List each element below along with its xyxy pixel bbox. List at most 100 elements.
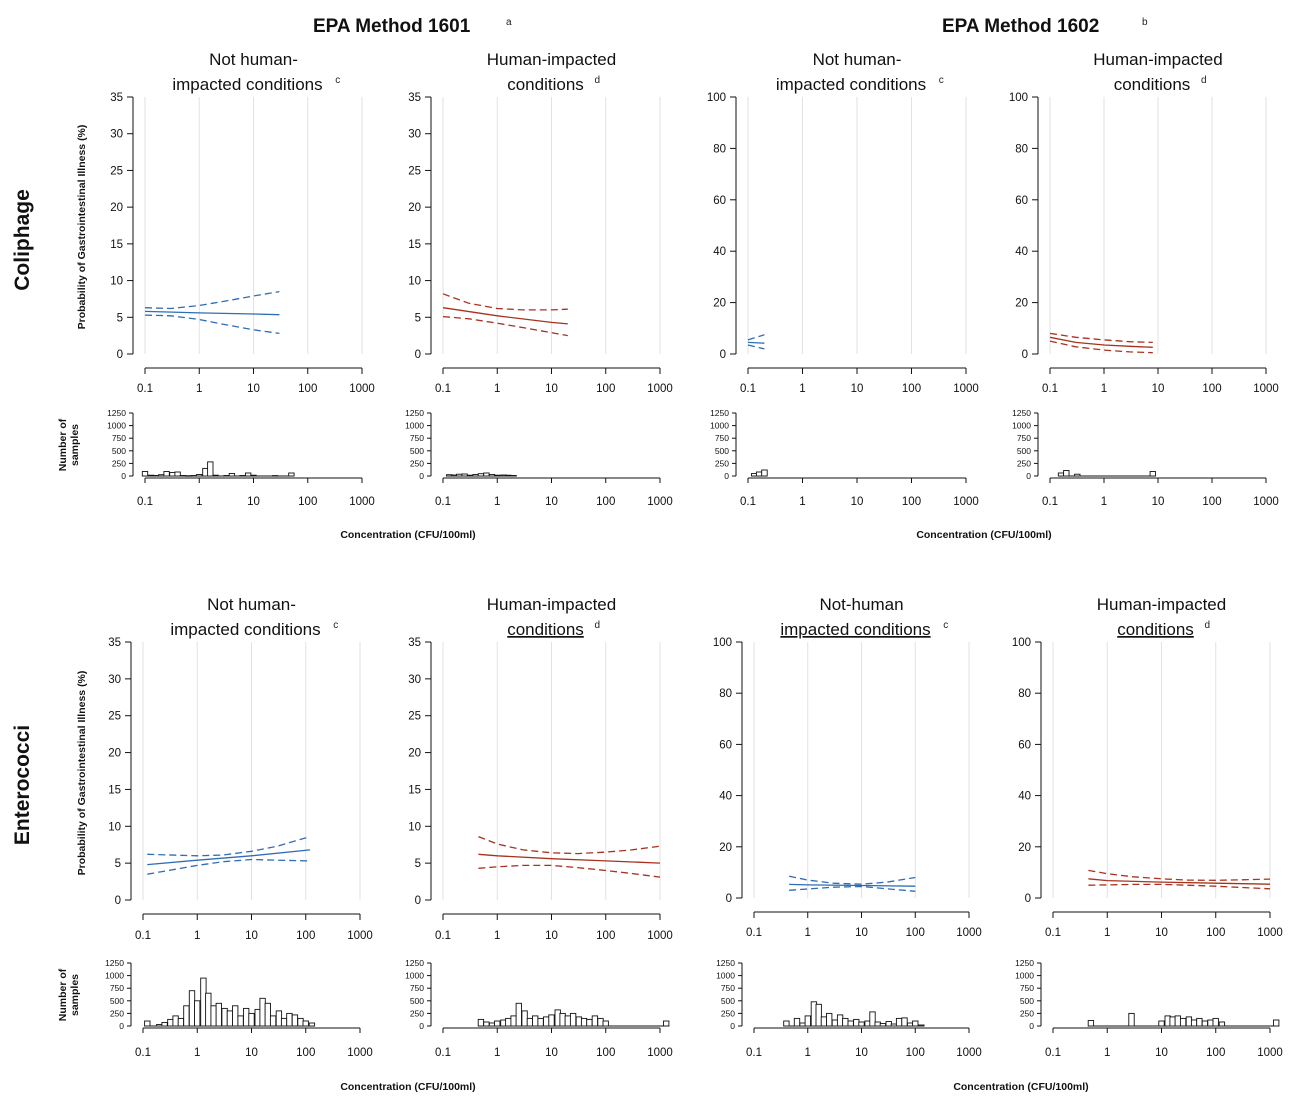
hist-y-tick-label: 250: [410, 1008, 424, 1018]
histogram-bar: [853, 1018, 860, 1027]
histogram-bar: [172, 1015, 179, 1027]
histogram-bar: [248, 1012, 255, 1027]
histogram-bar: [205, 992, 212, 1027]
histogram-bar: [515, 1002, 522, 1027]
histogram-bar: [879, 1023, 887, 1027]
hist-y-tick-label: 1000: [1015, 971, 1034, 981]
y-tick-label: 5: [115, 858, 121, 870]
histogram-bar: [580, 1017, 588, 1027]
panel-title-sup: c: [335, 75, 340, 86]
histogram-bar: [194, 1000, 201, 1027]
hist-y-tick-label: 1250: [1012, 408, 1031, 418]
histogram-bar: [286, 1012, 293, 1027]
hist-x-tick-label: 100: [906, 1047, 925, 1059]
histogram-bar: [842, 1017, 849, 1027]
hist-y-tick-label: 750: [1020, 983, 1034, 993]
y-tick-label: 5: [117, 312, 123, 324]
hist-y-tick-label: 500: [721, 996, 735, 1006]
ci-bound-line: [1088, 883, 1271, 890]
panel-title-line2: impacted conditions: [172, 75, 322, 94]
ci-bound-line: [144, 314, 280, 335]
y-tick-label: 20: [110, 202, 123, 214]
histogram-bar: [291, 1014, 299, 1027]
y-tick-label: 0: [1025, 893, 1031, 905]
hist-x-tick-label: 100: [296, 1047, 315, 1059]
x-tick-label: 10: [851, 383, 864, 395]
hist-x-tick-label: 1000: [956, 1047, 982, 1059]
hist-x-tick-label: 10: [851, 496, 864, 508]
panel-title-sup: d: [1201, 75, 1207, 86]
hist-x-tick-label: 10: [855, 1047, 868, 1059]
y-tick-label: 35: [110, 92, 123, 104]
panel-title-line1: Not human-: [207, 595, 296, 614]
hist-y-tick-label: 750: [110, 983, 124, 993]
histogram-bar: [1185, 1016, 1193, 1027]
y-tick-label: 100: [713, 637, 732, 649]
hist-y-label-bottom-1: Number of: [57, 968, 69, 1021]
hist-x-tick-label: 1000: [647, 1047, 673, 1059]
panel-title-line2: impacted conditions: [170, 620, 320, 639]
histogram-bar: [1169, 1016, 1176, 1027]
hist-x-tick-label: 1: [494, 496, 500, 508]
histogram-bar: [456, 473, 463, 477]
histogram-bar: [1207, 1019, 1214, 1027]
histogram-bar: [548, 1014, 555, 1027]
panel-title-line1: Not human-: [813, 50, 902, 69]
histogram-bar: [207, 461, 214, 477]
hist-y-tick-label: 500: [715, 446, 729, 456]
x-tick-label: 1000: [1253, 383, 1279, 395]
hist-x-tick-label: 1: [494, 1047, 500, 1059]
histogram-bar: [510, 475, 517, 477]
y-tick-label: 0: [1022, 349, 1028, 361]
panel-title-line2: conditions: [507, 620, 584, 639]
hist-y-tick-label: 250: [721, 1008, 735, 1018]
hist-y-tick-label: 750: [715, 433, 729, 443]
y-tick-label: 10: [108, 821, 121, 833]
y-tick-label: 20: [713, 298, 726, 310]
histogram-bar: [874, 1021, 881, 1027]
hist-y-tick-label: 0: [724, 471, 729, 481]
x-tick-label: 100: [296, 930, 315, 942]
histogram-bar: [239, 475, 246, 477]
ci-bound-line: [478, 864, 661, 878]
estimate-line: [1088, 878, 1271, 885]
panel-title-line1: Human-impacted: [1097, 595, 1226, 614]
y-tick-label: 5: [415, 858, 421, 870]
estimate-line: [478, 853, 661, 864]
hist-x-tick-label: 1: [805, 1047, 811, 1059]
histogram-bar: [815, 1003, 822, 1027]
hist-x-tick-label: 0.1: [1042, 496, 1058, 508]
histogram-bar: [1174, 1015, 1181, 1027]
histogram-bar: [783, 1020, 790, 1027]
panel-title-line2: impacted conditions: [780, 620, 930, 639]
y-tick-label: 5: [415, 312, 421, 324]
hist-y-tick-label: 250: [1020, 1008, 1034, 1018]
hist-y-tick-label: 1250: [710, 408, 729, 418]
histogram-bar: [185, 475, 192, 477]
x-tick-label: 0.1: [435, 383, 451, 395]
histogram-bar: [526, 1017, 534, 1027]
x-tick-label: 1: [196, 383, 202, 395]
panel-title-line2: conditions: [507, 75, 584, 94]
histogram-bar: [543, 1016, 550, 1027]
ci-bound-line: [478, 835, 661, 855]
histogram-bar: [591, 1015, 599, 1027]
y-tick-label: 20: [1018, 842, 1031, 854]
y-tick-label: 80: [713, 143, 726, 155]
x-tick-label: 1: [194, 930, 200, 942]
hist-y-tick-label: 1250: [107, 408, 126, 418]
histogram-bar: [559, 1012, 566, 1027]
histogram-bar: [271, 475, 279, 477]
x-tick-label: 1: [1104, 927, 1110, 939]
x-tick-label: 100: [596, 930, 615, 942]
histogram-bar: [820, 1016, 828, 1027]
histogram-bar: [494, 1020, 501, 1027]
panel-title-sup: d: [1205, 620, 1211, 631]
y-tick-label: 15: [110, 239, 123, 251]
hist-y-tick-label: 1250: [716, 958, 735, 968]
histogram-bar: [1201, 1020, 1209, 1027]
y-tick-label: 20: [408, 202, 421, 214]
histogram-bar: [177, 1017, 185, 1027]
